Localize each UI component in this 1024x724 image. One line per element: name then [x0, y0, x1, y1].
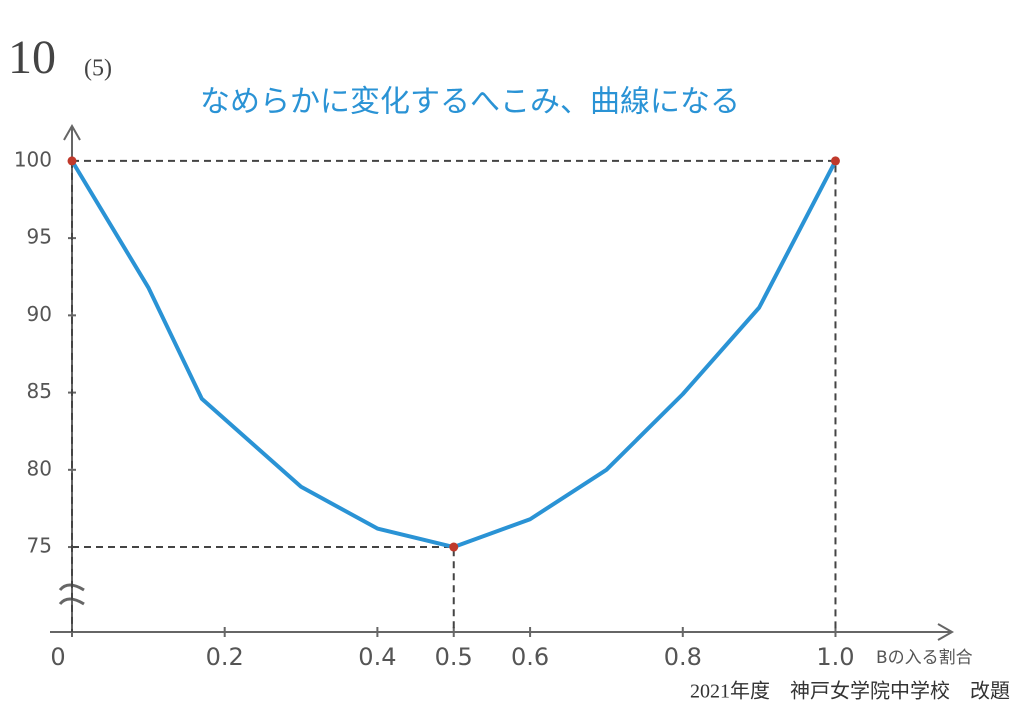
y-tick-label: 100: [14, 147, 52, 171]
y-tick-label: 80: [27, 456, 52, 480]
x-tick-label: 0.2: [206, 643, 244, 671]
x-tick-label: 1.0: [816, 643, 854, 671]
guide-line: [72, 546, 455, 632]
x-axis-label: Bの入る割合: [876, 648, 973, 668]
guide-line: [72, 159, 837, 632]
y-tick-label: 90: [27, 302, 52, 326]
curve: [70, 159, 838, 550]
x-tick-label: 0.5: [435, 643, 473, 671]
x-tick-label: 0: [50, 643, 65, 671]
y-tick-label: 95: [27, 225, 52, 249]
x-axis: [50, 623, 955, 641]
x-tick-label: 0.8: [664, 643, 702, 671]
annotation: なめらかに変化するへこみ、曲線になる: [200, 85, 740, 120]
problem-number: 10: [8, 31, 56, 84]
y-tick-label: 75: [27, 534, 52, 558]
sub-number: (5): [84, 56, 112, 82]
footer: 2021年度 神戸女学院中学校 改題: [690, 680, 1010, 703]
x-tick-label: 0.4: [358, 643, 396, 671]
axis-break: [58, 583, 85, 606]
highlight-point: [830, 156, 840, 166]
highlight-point: [67, 156, 77, 166]
x-tick-label: 0.6: [511, 643, 549, 671]
y-tick-label: 85: [27, 379, 52, 403]
highlight-point: [449, 542, 459, 552]
